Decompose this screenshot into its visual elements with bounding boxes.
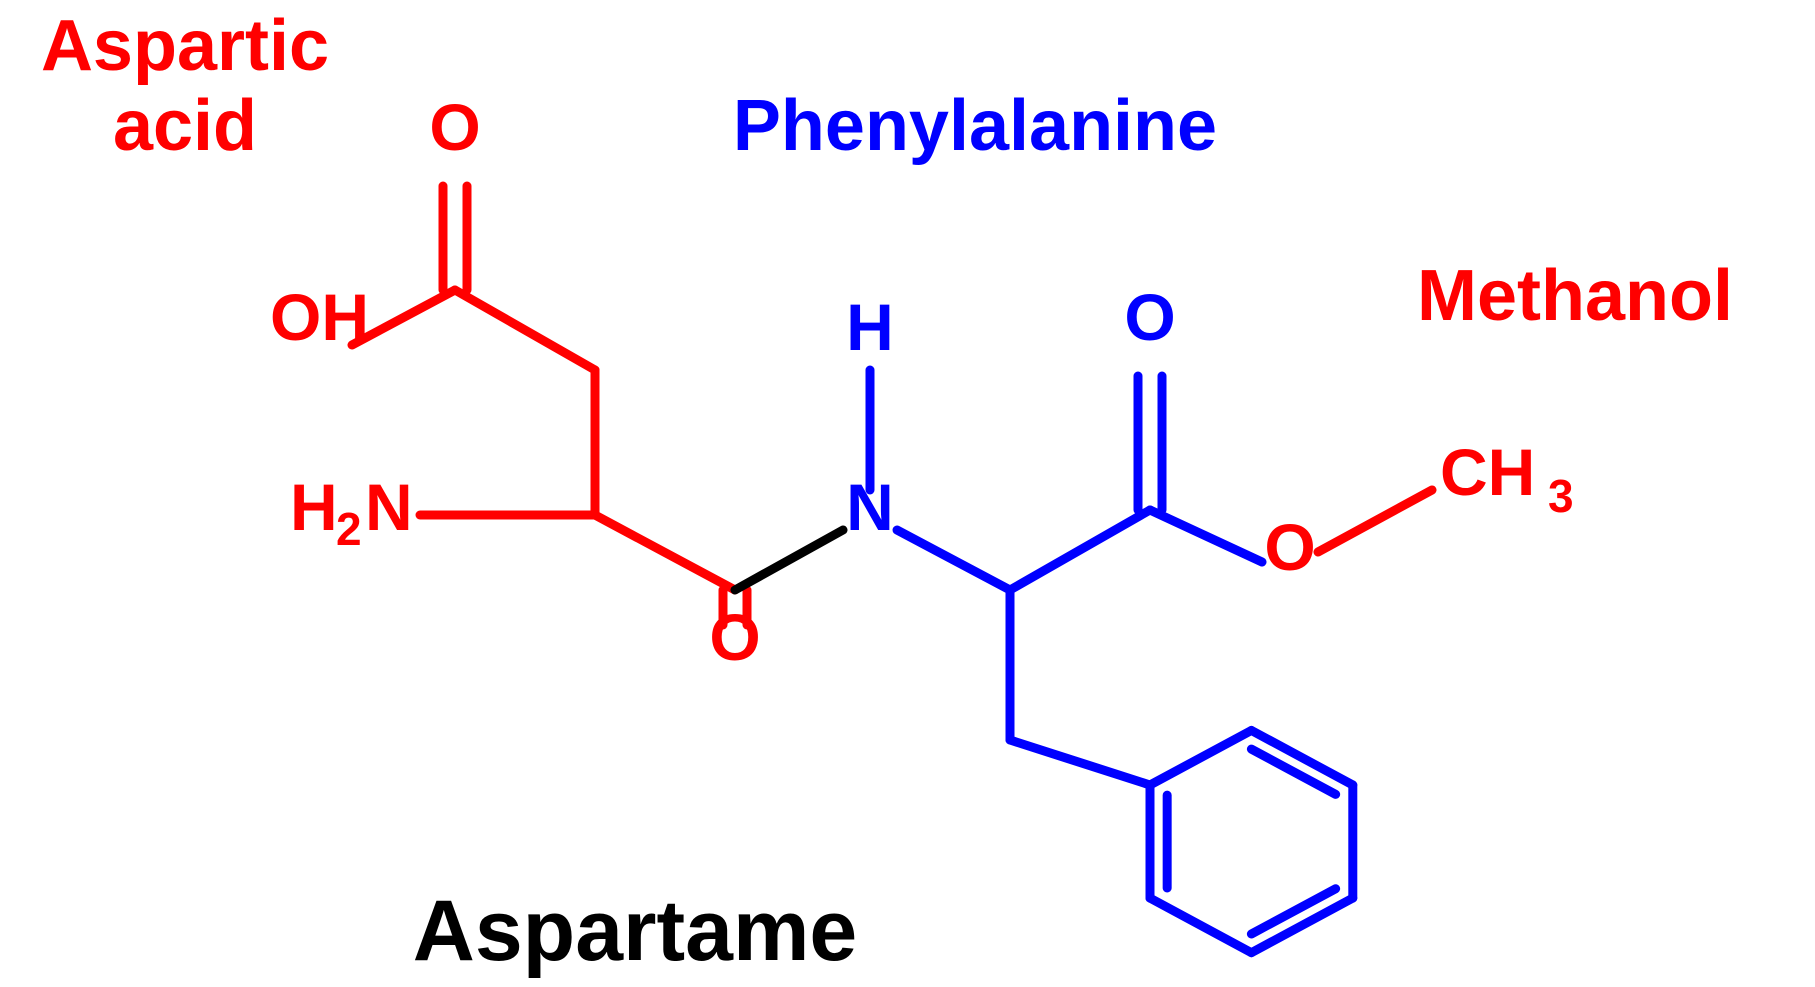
atom-carbonyl_O_top: O: [429, 90, 480, 164]
atom-amide_O: O: [709, 600, 760, 674]
label-aspartic1: Aspartic: [41, 6, 329, 86]
atom-amine_H2N_N: N: [365, 470, 413, 544]
atom-methyl_3: 3: [1548, 470, 1574, 522]
atom-amide_N: N: [846, 470, 894, 544]
atom-methyl_CH: CH: [1440, 435, 1535, 509]
atom-hydroxyl_OH: OH: [270, 280, 369, 354]
label-phenyl: Phenylalanine: [733, 86, 1217, 166]
label-aspartame: Aspartame: [413, 883, 858, 979]
label-methanol: Methanol: [1417, 256, 1733, 336]
atom-amine_H2N: H: [290, 470, 338, 544]
atom-ester_O: O: [1264, 510, 1315, 584]
label-aspartic2: acid: [113, 86, 257, 166]
atom-amide_H: H: [846, 290, 894, 364]
atom-ester_dblO: O: [1124, 280, 1175, 354]
atom-amine_H2N_sub: 2: [336, 503, 362, 555]
